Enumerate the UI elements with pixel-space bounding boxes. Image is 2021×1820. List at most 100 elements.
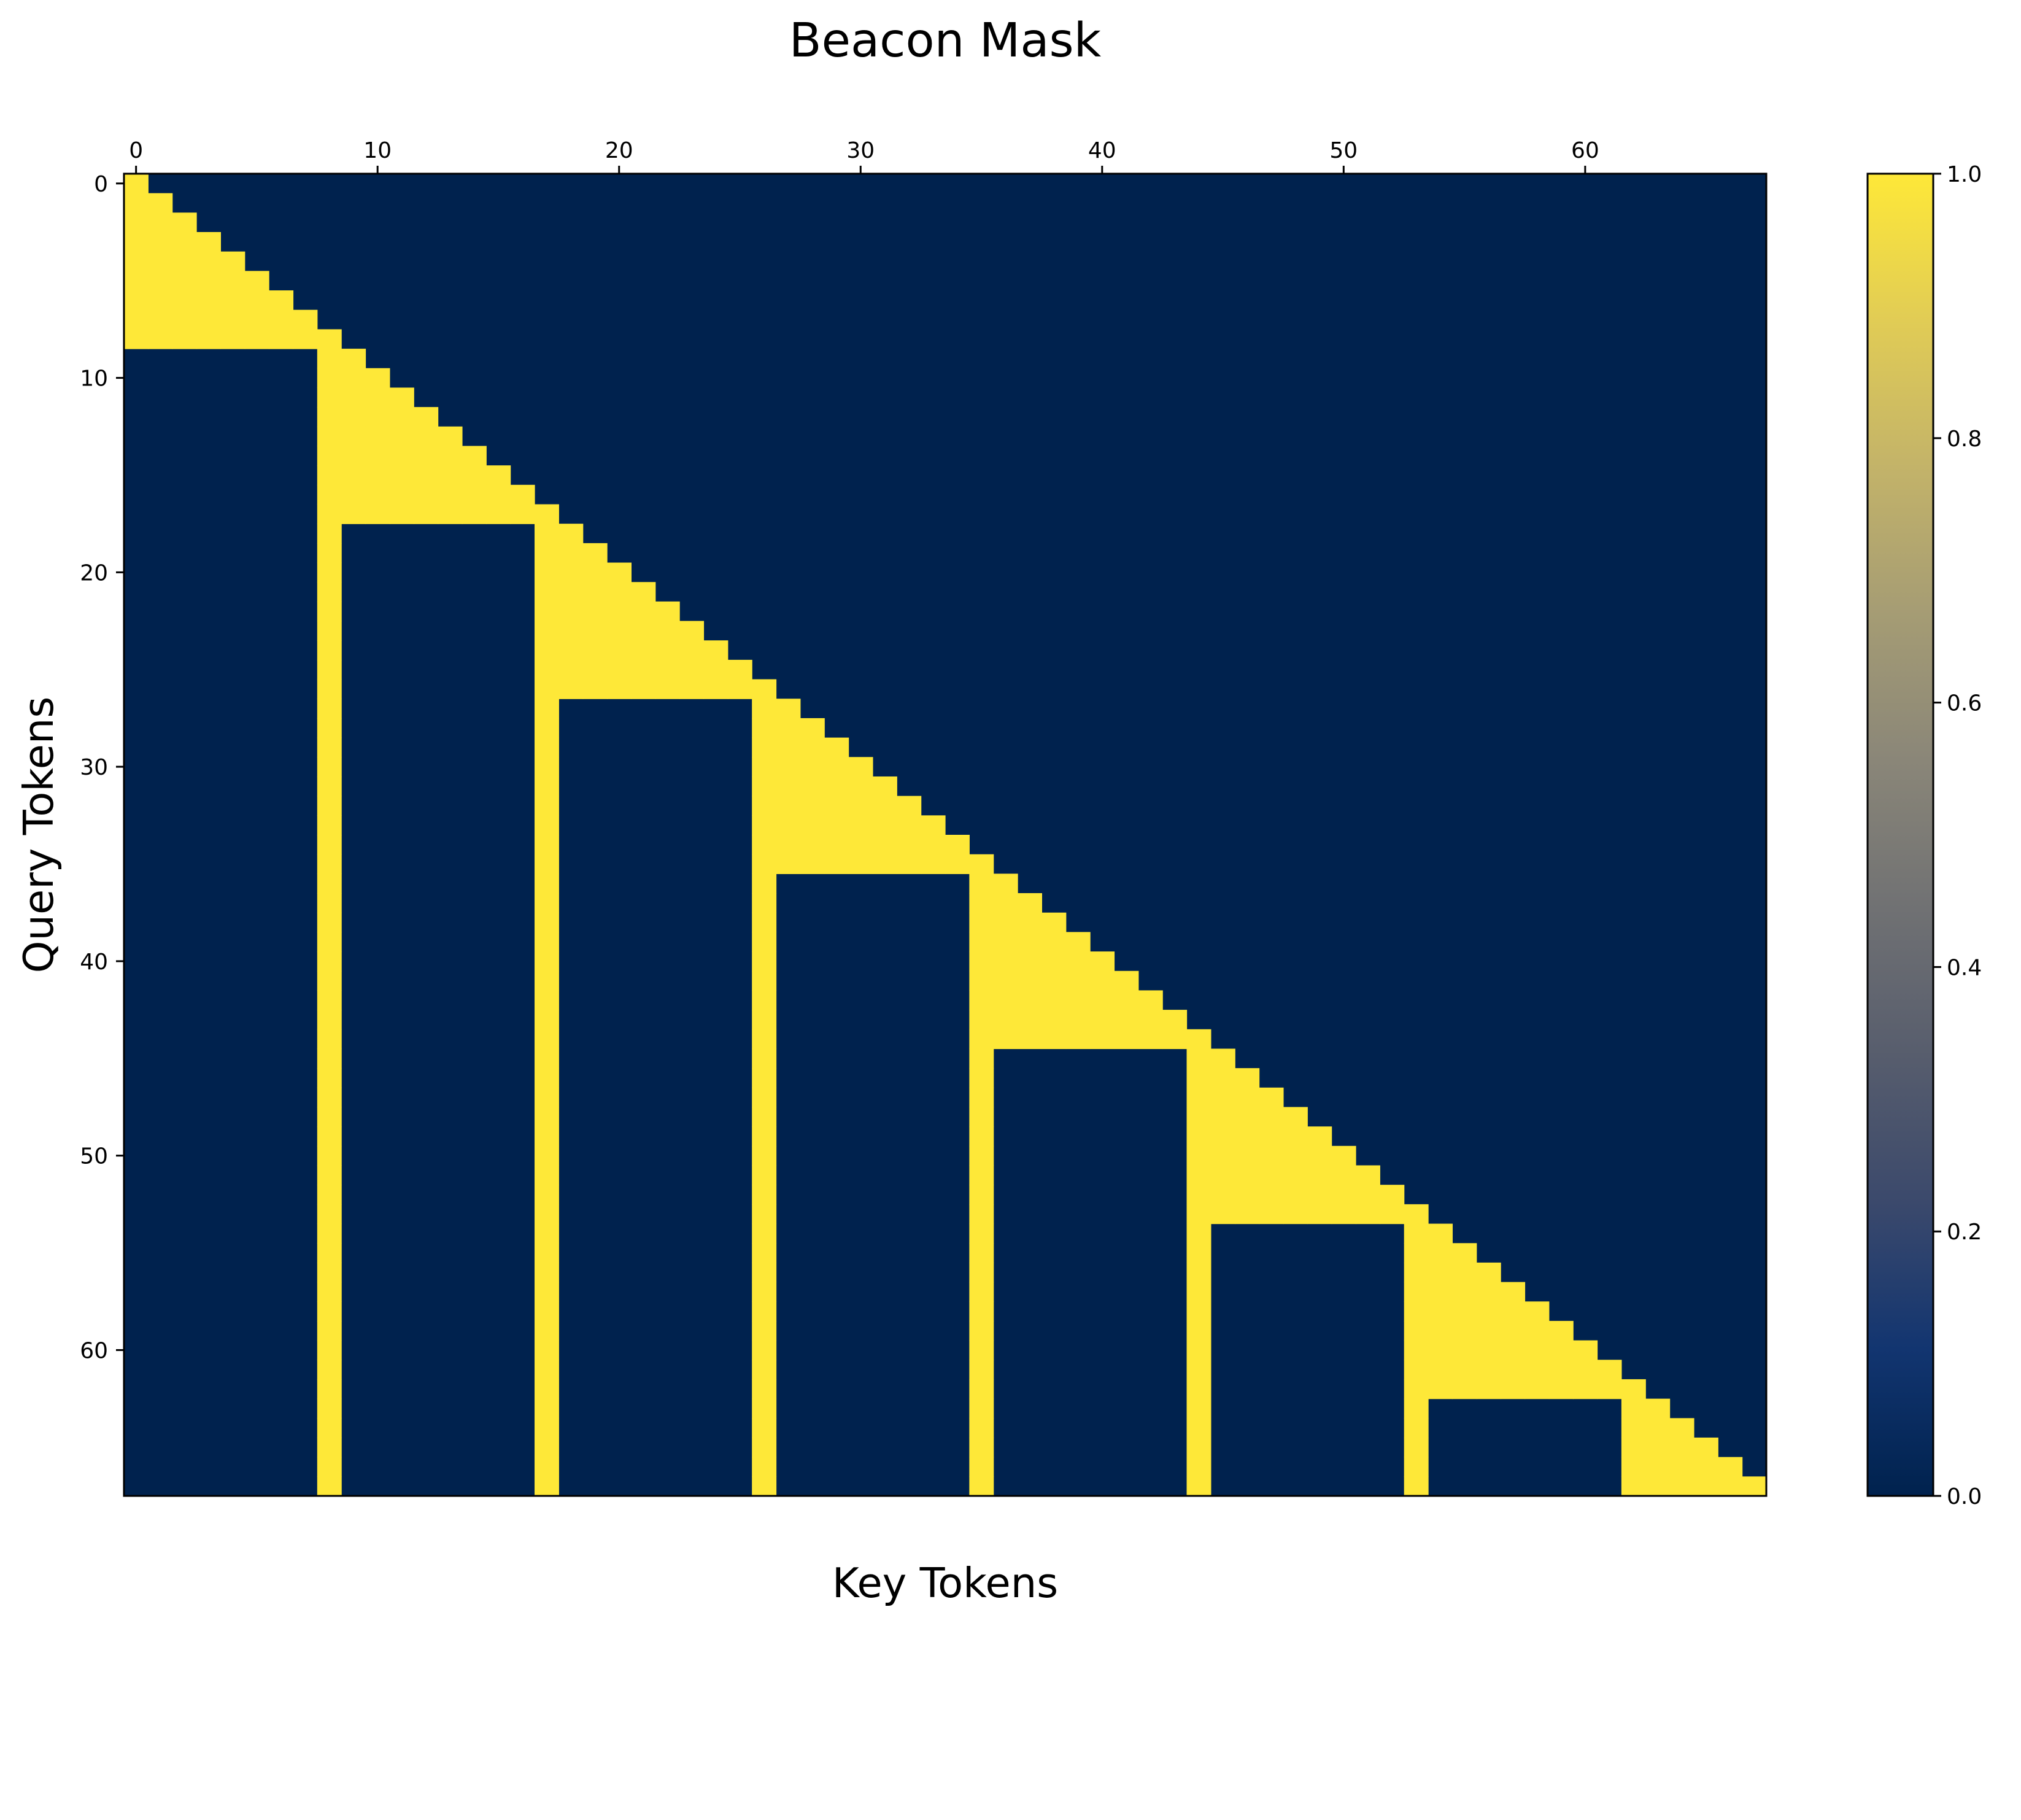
- heatmap-cell: [776, 796, 801, 816]
- heatmap-cell: [752, 1010, 777, 1030]
- heatmap-cell: [1621, 1398, 1646, 1419]
- heatmap-cell: [921, 854, 946, 874]
- heatmap-cell: [969, 893, 994, 913]
- heatmap-cell: [317, 543, 342, 563]
- heatmap-cell: [172, 290, 197, 311]
- heatmap-cell: [752, 1165, 777, 1185]
- heatmap-cell: [1041, 932, 1067, 952]
- heatmap-cell: [535, 737, 559, 757]
- colorbar-tick-label: 0.0: [1947, 1484, 1982, 1509]
- heatmap-cell: [1235, 1145, 1260, 1166]
- heatmap-cell: [1235, 1107, 1260, 1127]
- heatmap-cell: [535, 757, 559, 777]
- heatmap-cell: [438, 446, 463, 466]
- heatmap-cell: [1186, 1340, 1211, 1360]
- heatmap-cell: [607, 582, 632, 602]
- heatmap-cell: [969, 1418, 994, 1438]
- heatmap-cell: [1718, 1457, 1743, 1477]
- heatmap-cell: [317, 1457, 342, 1477]
- heatmap-cell: [1186, 1360, 1211, 1380]
- heatmap-cell: [1307, 1145, 1332, 1166]
- heatmap-cell: [220, 251, 245, 271]
- heatmap-cell: [1404, 1223, 1429, 1244]
- heatmap-cell: [558, 543, 584, 563]
- heatmap-cell: [462, 484, 487, 505]
- heatmap-cell: [969, 970, 994, 991]
- heatmap-cell: [607, 659, 632, 680]
- heatmap-cell: [752, 699, 777, 719]
- heatmap-cell: [1404, 1262, 1429, 1283]
- heatmap-cell: [848, 796, 873, 816]
- heatmap-cell: [1404, 1282, 1429, 1302]
- heatmap-cell: [1331, 1165, 1356, 1185]
- heatmap-cell: [1235, 1126, 1260, 1147]
- heatmap-cell: [535, 912, 559, 932]
- heatmap-cell: [535, 1457, 559, 1477]
- heatmap-cell: [969, 912, 994, 932]
- heatmap-cell: [872, 796, 897, 816]
- heatmap-cell: [535, 621, 559, 641]
- heatmap-cell: [1186, 1379, 1211, 1400]
- heatmap-cell: [1041, 970, 1067, 991]
- heatmap-cell: [1669, 1457, 1694, 1477]
- heatmap-cell: [244, 290, 269, 311]
- heatmap-cell: [1404, 1418, 1429, 1438]
- heatmap-cell: [172, 329, 197, 349]
- heatmap-cell: [535, 1301, 559, 1322]
- heatmap-cell: [752, 835, 777, 855]
- heatmap-cell: [679, 679, 705, 699]
- heatmap-cell: [1210, 1165, 1235, 1185]
- heatmap-cell: [196, 232, 222, 252]
- heatmap-cell: [317, 776, 342, 797]
- heatmap-cell: [124, 309, 149, 330]
- heatmap-cell: [124, 174, 149, 194]
- heatmap-cell: [1476, 1282, 1501, 1302]
- heatmap-cell: [607, 562, 632, 583]
- heatmap-cell: [752, 951, 777, 972]
- heatmap-cell: [535, 1379, 559, 1400]
- heatmap-cell: [535, 699, 559, 719]
- heatmap-cell: [1210, 1145, 1235, 1166]
- heatmap-cell: [317, 582, 342, 602]
- x-tick-label: 20: [605, 138, 633, 163]
- heatmap-cell: [1065, 1010, 1091, 1030]
- heatmap-cell: [1501, 1320, 1526, 1341]
- heatmap-cell: [1597, 1379, 1622, 1400]
- heatmap-cell: [752, 815, 777, 835]
- heatmap-cell: [1210, 1204, 1235, 1225]
- heatmap-cell: [969, 1107, 994, 1127]
- heatmap-cell: [1041, 951, 1067, 972]
- colorbar-ticks: 0.0 0.2 0.4 0.6 0.8 1.0: [1933, 162, 1982, 1509]
- heatmap-cell: [1669, 1437, 1694, 1458]
- heatmap-cell: [317, 1243, 342, 1263]
- heatmap-cell: [1018, 951, 1043, 972]
- heatmap-cell: [1404, 1398, 1429, 1419]
- heatmap-cell: [124, 290, 149, 311]
- heatmap-cell: [824, 796, 849, 816]
- heatmap-cell: [1645, 1476, 1671, 1497]
- heatmap-cell: [1018, 932, 1043, 952]
- heatmap-cell: [969, 1029, 994, 1050]
- heatmap-cell: [317, 465, 342, 486]
- heatmap-cell: [1114, 1029, 1139, 1050]
- heatmap-cell: [1501, 1360, 1526, 1380]
- heatmap-cell: [776, 718, 801, 738]
- heatmap-cell: [752, 1457, 777, 1477]
- heatmap-cell: [582, 601, 608, 622]
- heatmap-cell: [1476, 1301, 1501, 1322]
- heatmap-cell: [1331, 1145, 1356, 1166]
- heatmap-cell: [1597, 1360, 1622, 1380]
- heatmap-cell: [969, 1126, 994, 1147]
- heatmap-cell: [1041, 912, 1067, 932]
- heatmap-cell: [317, 1320, 342, 1341]
- heatmap-cell: [558, 601, 584, 622]
- heatmap-cell: [1186, 1476, 1211, 1497]
- heatmap-cell: [1452, 1243, 1477, 1263]
- heatmap-cell: [1186, 1301, 1211, 1322]
- heatmap-cell: [389, 504, 414, 524]
- heatmap-cell: [414, 465, 439, 486]
- heatmap-cell: [1476, 1340, 1501, 1360]
- heatmap-cell: [389, 387, 414, 408]
- heatmap-cell: [1114, 970, 1139, 991]
